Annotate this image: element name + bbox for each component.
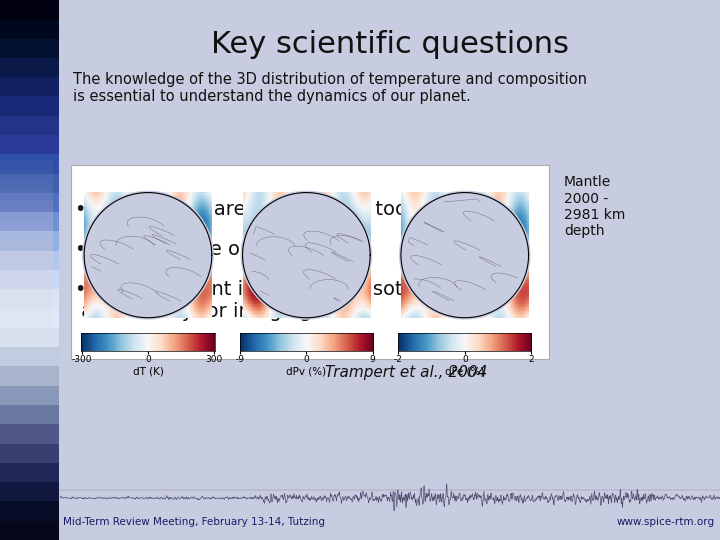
Bar — [0, 260, 53, 270]
Bar — [0, 77, 59, 97]
Bar — [71, 165, 549, 359]
Text: The knowledge of the 3D distribution of temperature and composition
is essential: The knowledge of the 3D distribution of … — [73, 72, 587, 104]
Bar — [0, 230, 53, 240]
Bar — [0, 240, 53, 250]
Polygon shape — [241, 191, 372, 319]
Bar — [0, 340, 53, 350]
Bar — [0, 328, 59, 347]
Bar — [0, 116, 59, 135]
Bar — [0, 97, 59, 116]
Text: Key scientific questions: Key scientific questions — [211, 30, 569, 59]
Bar — [0, 270, 53, 280]
Bar — [0, 347, 59, 367]
Bar — [0, 154, 59, 173]
Bar — [0, 463, 59, 482]
Bar — [0, 308, 59, 328]
Bar — [0, 170, 53, 180]
Bar — [0, 193, 59, 212]
Bar — [0, 502, 59, 521]
Bar — [0, 350, 53, 360]
Bar — [0, 220, 53, 230]
Bar — [0, 310, 53, 320]
Bar — [0, 320, 53, 330]
Bar — [0, 270, 59, 289]
Bar — [0, 482, 59, 502]
Bar — [0, 386, 59, 405]
Bar — [0, 190, 53, 200]
Bar — [0, 300, 53, 310]
Text: www.spice-rtm.org: www.spice-rtm.org — [617, 517, 715, 527]
Bar — [0, 58, 59, 77]
Text: Mid-Term Review Meeting, February 13-14, Tutzing: Mid-Term Review Meeting, February 13-14,… — [63, 517, 325, 527]
Bar — [0, 443, 59, 463]
Bar — [0, 290, 53, 300]
Bar — [0, 367, 59, 386]
Bar — [0, 405, 59, 424]
Bar — [0, 289, 59, 308]
Bar — [0, 135, 59, 154]
Text: •How reliable are our imaging tools ?: •How reliable are our imaging tools ? — [75, 200, 439, 219]
Bar — [0, 424, 59, 443]
Text: Mantle
2000 -
2981 km
depth: Mantle 2000 - 2981 km depth — [564, 176, 625, 238]
Bar — [0, 180, 53, 190]
X-axis label: dPv (%): dPv (%) — [287, 367, 326, 377]
Bar — [0, 251, 59, 270]
Bar — [0, 173, 59, 193]
Bar — [0, 330, 53, 340]
X-axis label: dT (K): dT (K) — [132, 367, 163, 377]
Bar — [0, 232, 59, 251]
Bar — [0, 200, 53, 210]
Text: •How important is density, anisotropy and
 anelasticity for imaging ?: •How important is density, anisotropy an… — [75, 280, 489, 321]
Bar — [0, 160, 53, 170]
Bar — [0, 212, 59, 232]
X-axis label: dFe (%): dFe (%) — [445, 367, 485, 377]
Polygon shape — [83, 191, 213, 319]
Bar — [0, 521, 59, 540]
Bar — [0, 210, 53, 220]
Text: •How good are our models ?: •How good are our models ? — [75, 240, 354, 259]
Bar — [0, 19, 59, 38]
Text: Trampert et al., 2004: Trampert et al., 2004 — [325, 364, 487, 380]
Bar — [0, 38, 59, 58]
Bar — [0, 280, 53, 290]
Bar — [0, 250, 53, 260]
Bar — [0, 0, 59, 19]
Polygon shape — [400, 191, 530, 319]
